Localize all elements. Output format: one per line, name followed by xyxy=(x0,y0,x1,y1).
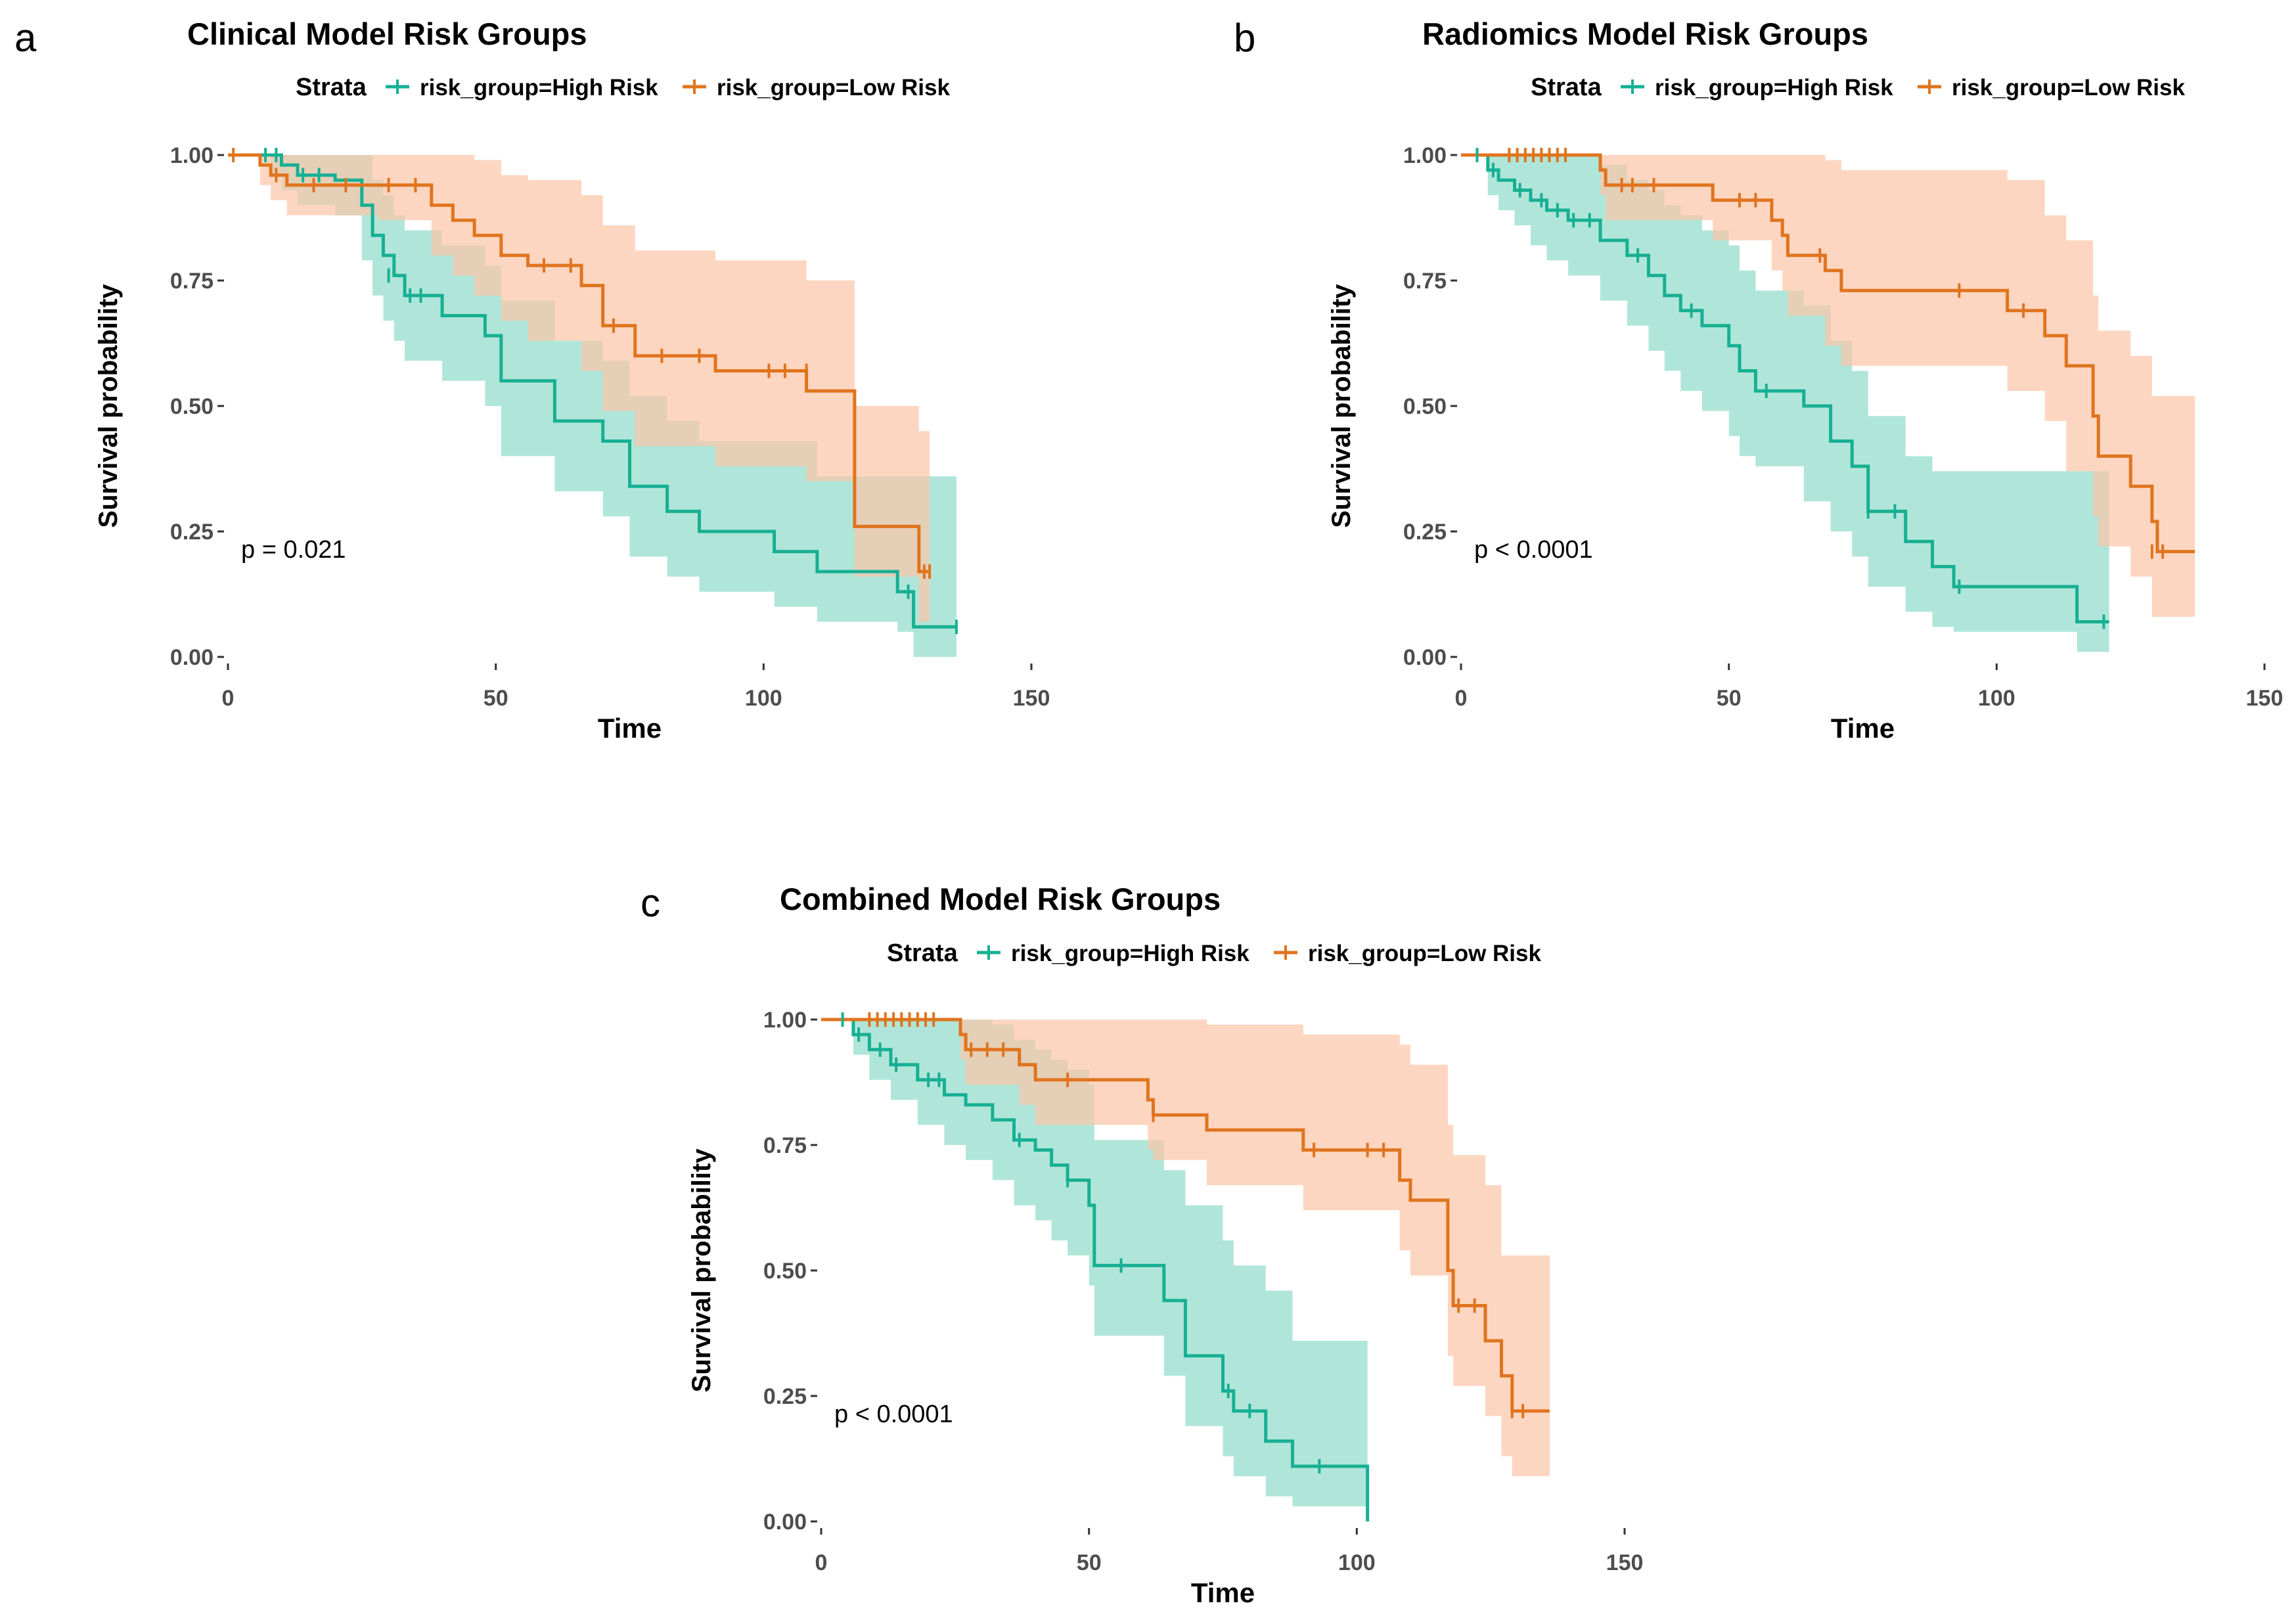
ci-band-low xyxy=(1461,155,2195,617)
x-axis: 0 50 100 150 Time xyxy=(1455,663,2284,744)
y-tick-label: 0.75 xyxy=(1403,269,1447,294)
y-axis-title: Survival probability xyxy=(94,284,123,528)
x-tick-label: 0 xyxy=(1455,686,1468,711)
panel-label: a xyxy=(14,16,37,60)
survival-line-low xyxy=(228,153,930,573)
y-axis: 0.00 0.25 0.50 0.75 1.00 Survival probability xyxy=(94,143,224,670)
y-tick-label: 0.00 xyxy=(170,645,214,670)
survival-line-low xyxy=(821,1018,1550,1413)
ci-band-low xyxy=(228,155,930,622)
censor-marks-low xyxy=(868,1012,1525,1418)
y-axis: 0.00 0.25 0.50 0.75 1.00 Survival probability xyxy=(687,1008,817,1535)
x-tick-label: 100 xyxy=(745,686,782,711)
x-tick-label: 50 xyxy=(1077,1550,1102,1575)
y-tick-label: 0.25 xyxy=(170,520,214,545)
censor-marks-low xyxy=(1508,148,2165,559)
ci-band-high xyxy=(1461,155,2109,652)
y-tick-label: 0.50 xyxy=(1403,394,1447,419)
legend-title: Strata xyxy=(1531,74,1602,101)
y-tick-label: 0.25 xyxy=(763,1384,807,1409)
chart-title: Combined Model Risk Groups xyxy=(780,882,1221,916)
x-tick-label: 100 xyxy=(1338,1550,1376,1575)
panel-b: b Radiomics Model Risk Groups Strata risk_g… xyxy=(1234,16,2283,744)
y-axis: 0.00 0.25 0.50 0.75 1.00 Survival probability xyxy=(1327,143,1457,670)
x-tick-label: 100 xyxy=(1978,686,2015,711)
survival-line-high xyxy=(1461,153,2109,623)
x-tick-label: 0 xyxy=(815,1550,828,1575)
y-tick-label: 0.75 xyxy=(763,1133,807,1158)
panel-c: c Combined Model Risk Groups Strata risk_gr… xyxy=(641,881,1643,1608)
chart-title: Clinical Model Risk Groups xyxy=(187,16,587,51)
p-value: p < 0.0001 xyxy=(834,1401,953,1428)
legend: Strata risk_group=High Risk risk_group=Low… xyxy=(296,74,950,101)
x-axis-title: Time xyxy=(598,713,662,744)
panel-label: b xyxy=(1234,16,1255,60)
y-tick-label: 0.00 xyxy=(1403,645,1447,670)
survival-line-high xyxy=(228,153,957,629)
y-axis-title: Survival probability xyxy=(687,1148,716,1393)
y-tick-label: 1.00 xyxy=(170,143,214,168)
censor-marks-high xyxy=(841,1012,1321,1473)
y-tick-label: 0.50 xyxy=(170,394,214,419)
y-tick-label: 0.00 xyxy=(763,1510,807,1535)
y-tick-label: 0.50 xyxy=(763,1259,807,1284)
x-axis-title: Time xyxy=(1831,713,1895,744)
censor-marks-high xyxy=(264,148,958,635)
p-value: p < 0.0001 xyxy=(1474,536,1593,564)
x-tick-label: 150 xyxy=(1013,686,1050,711)
y-tick-label: 1.00 xyxy=(763,1008,807,1033)
p-value: p = 0.021 xyxy=(241,536,346,564)
panel-a: a Clinical Model Risk Groups Strata risk_gr… xyxy=(14,16,1050,744)
y-axis-title: Survival probability xyxy=(1327,284,1356,528)
censor-marks-low xyxy=(232,148,932,579)
x-tick-label: 150 xyxy=(1606,1550,1644,1575)
legend-title: Strata xyxy=(887,939,958,967)
y-tick-label: 0.75 xyxy=(170,269,214,294)
legend-title: Strata xyxy=(296,74,367,101)
ci-band-low xyxy=(821,1020,1550,1477)
x-axis: 0 50 100 150 Time xyxy=(815,1528,1644,1608)
chart-title: Radiomics Model Risk Groups xyxy=(1422,16,1868,51)
survival-line-low xyxy=(1461,153,2195,554)
legend-label-low: risk_group=Low Risk xyxy=(717,75,950,101)
x-tick-label: 150 xyxy=(2246,686,2284,711)
survival-line-high xyxy=(821,1018,1370,1521)
x-tick-label: 50 xyxy=(484,686,508,711)
legend-label-high: risk_group=High Risk xyxy=(1011,941,1249,966)
x-tick-label: 0 xyxy=(222,686,235,711)
legend: Strata risk_group=High Risk risk_group=Low… xyxy=(1531,74,2185,101)
legend-label-low: risk_group=Low Risk xyxy=(1308,941,1541,966)
legend-label-high: risk_group=High Risk xyxy=(420,75,658,101)
legend-label-high: risk_group=High Risk xyxy=(1655,75,1893,101)
x-tick-label: 50 xyxy=(1717,686,1742,711)
x-axis-title: Time xyxy=(1191,1577,1255,1608)
legend: Strata risk_group=High Risk risk_group=Low… xyxy=(887,939,1541,967)
x-axis: 0 50 100 150 Time xyxy=(222,663,1050,744)
y-tick-label: 1.00 xyxy=(1403,143,1447,168)
panel-label: c xyxy=(641,881,660,925)
censor-marks-high xyxy=(1475,148,2105,629)
legend-label-low: risk_group=Low Risk xyxy=(1952,75,2185,101)
y-tick-label: 0.25 xyxy=(1403,520,1447,545)
